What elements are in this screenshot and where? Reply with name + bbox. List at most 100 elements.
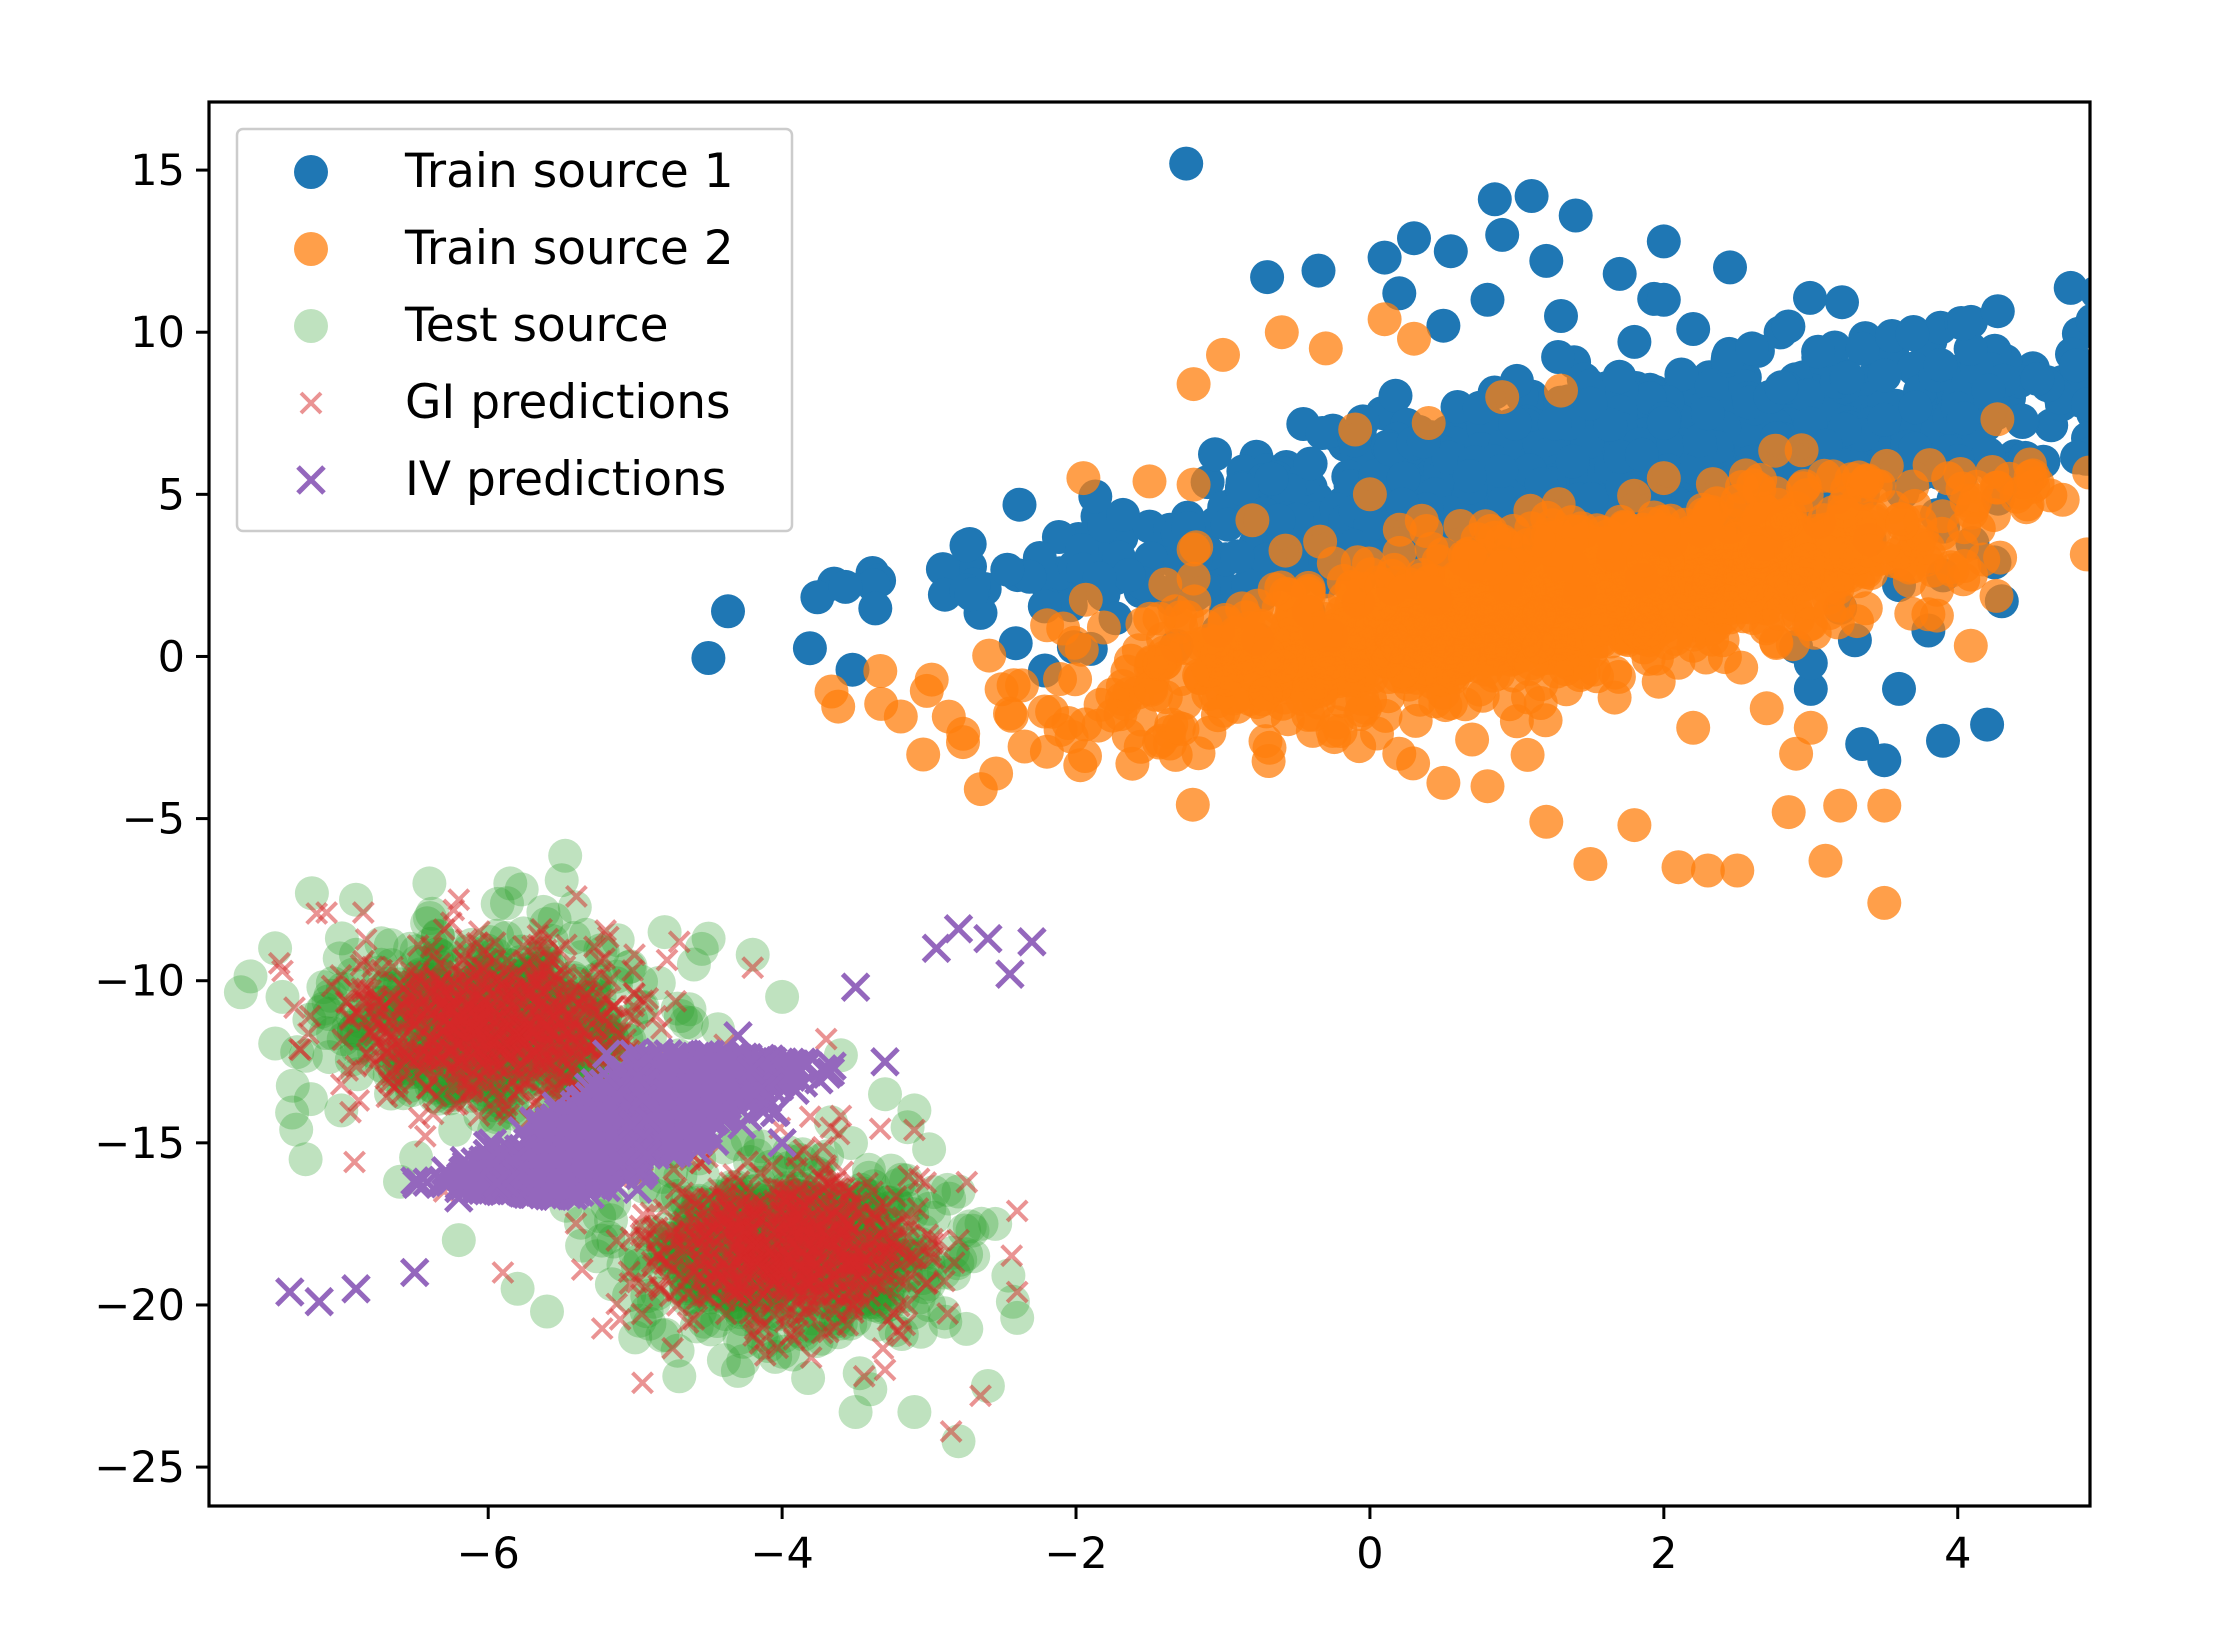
data-point [1176, 532, 1211, 567]
data-point [1771, 309, 1806, 344]
data-point [1758, 433, 1793, 468]
data-point [417, 1070, 452, 1105]
data-point [1248, 676, 1283, 711]
data-point [978, 1206, 1013, 1241]
data-point [293, 1082, 328, 1117]
data-point [373, 928, 408, 963]
data-point [2004, 403, 2039, 438]
data-point [1646, 224, 1681, 259]
data-point [1083, 687, 1118, 722]
data-point [1912, 448, 1947, 483]
data-point [2075, 303, 2090, 338]
data-point [275, 1068, 310, 1103]
data-point [1784, 433, 1819, 468]
data-point [1646, 461, 1681, 496]
data-point [1646, 406, 1681, 440]
data-point [1661, 850, 1696, 885]
data-point [1323, 714, 1358, 748]
data-point [1845, 331, 1880, 366]
data-point [1790, 378, 1825, 413]
data-point [1882, 671, 1916, 706]
data-point [864, 686, 899, 721]
data-point [490, 886, 524, 921]
data-point [1558, 198, 1593, 233]
data-point [1455, 722, 1490, 757]
data-point [1720, 853, 1755, 888]
data-point [1068, 582, 1103, 617]
data-point [1352, 477, 1387, 512]
data-point [828, 569, 863, 604]
data-point [1468, 547, 1503, 582]
data-point [493, 866, 528, 901]
data-point [1429, 635, 1464, 670]
data-point [1175, 787, 1210, 822]
data-point [1971, 373, 2006, 408]
data-point [1867, 358, 1902, 393]
data-point [530, 1294, 564, 1329]
data-point [1694, 368, 1729, 403]
data-point [1514, 179, 1549, 213]
data-point [1684, 573, 1719, 608]
data-point [1470, 282, 1505, 317]
data-point [1953, 331, 1988, 366]
data-point [1086, 610, 1121, 645]
data-point [1477, 182, 1512, 217]
data-point [2045, 482, 2080, 517]
data-point [1830, 360, 1865, 395]
data-point [1793, 710, 1828, 745]
data-point [1935, 553, 1970, 588]
data-point [1555, 444, 1590, 479]
data-point [1980, 294, 2015, 329]
data-point [1303, 524, 1338, 559]
data-point [863, 654, 898, 688]
data-point [1787, 567, 1822, 602]
data-point [1743, 462, 1778, 497]
data-point [1626, 543, 1661, 578]
data-point [1690, 853, 1725, 888]
data-point [504, 872, 539, 907]
data-point [1537, 406, 1572, 441]
data-point [1521, 629, 1556, 664]
data-point [676, 947, 711, 982]
data-point [1002, 487, 1037, 522]
data-point [868, 1077, 902, 1112]
data-point [339, 882, 373, 917]
data-point [2069, 537, 2090, 572]
data-point [1632, 612, 1667, 647]
data-point [223, 975, 258, 1010]
data-point [1111, 558, 1146, 593]
data-point [1573, 386, 1608, 421]
data-point [1209, 662, 1244, 697]
data-point [691, 641, 726, 675]
data-point [1220, 539, 1255, 574]
data-point [1452, 459, 1487, 494]
data-point [1602, 256, 1637, 291]
data-point [1142, 646, 1177, 681]
data-point [1340, 545, 1375, 580]
data-point [1676, 312, 1711, 346]
data-point [949, 528, 984, 563]
data-point [906, 737, 941, 772]
data-point [1735, 568, 1769, 603]
data-point [258, 1026, 293, 1061]
data-point [1250, 260, 1285, 295]
data-point [1221, 616, 1256, 651]
data-point [1132, 464, 1167, 499]
data-point [1980, 402, 2015, 437]
data-point [2072, 455, 2090, 490]
data-point [1765, 507, 1800, 542]
data-point [1867, 788, 1902, 823]
data-point [897, 1395, 932, 1429]
data-point [1529, 243, 1564, 278]
data-point [1966, 542, 2001, 577]
data-point [1979, 578, 2014, 613]
data-point [1268, 533, 1303, 568]
data-points [223, 146, 2090, 1459]
data-point [1206, 337, 1240, 372]
data-point [1398, 703, 1433, 738]
data-point [1617, 324, 1652, 359]
data-point [1850, 463, 1885, 498]
data-point [233, 959, 268, 994]
data-point [792, 631, 827, 666]
